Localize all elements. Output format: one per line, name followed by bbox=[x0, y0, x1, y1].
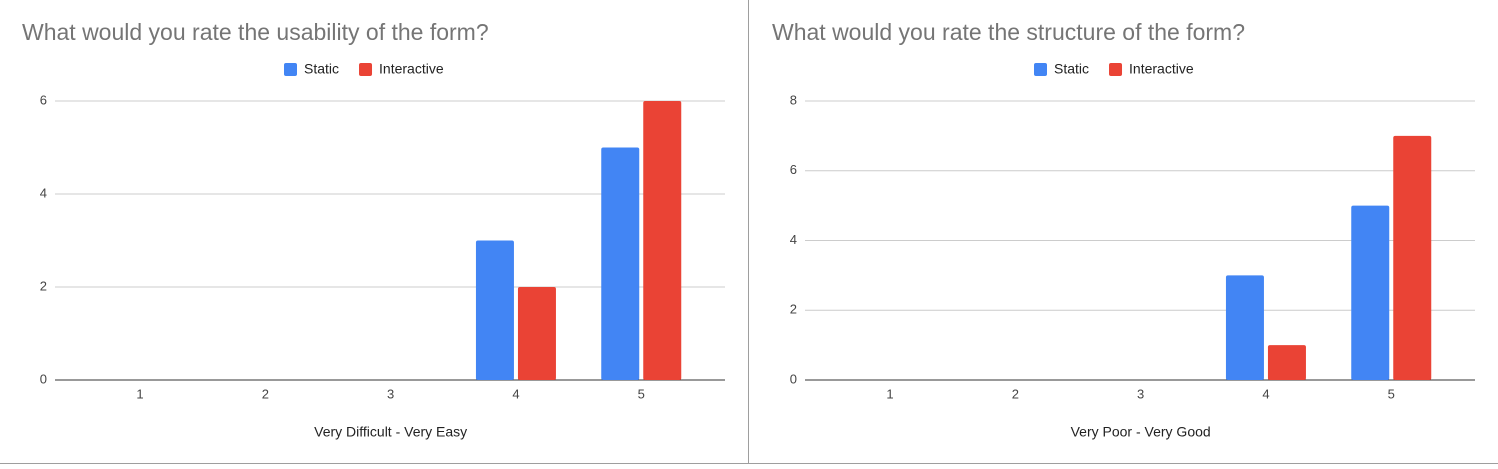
legend-swatch bbox=[284, 63, 297, 76]
x-tick-label: 1 bbox=[886, 386, 893, 401]
legend-label: Interactive bbox=[379, 61, 444, 77]
x-axis-title: Very Difficult - Very Easy bbox=[314, 424, 467, 440]
legend-swatch bbox=[1034, 63, 1047, 76]
x-tick-label: 3 bbox=[1137, 386, 1144, 401]
y-tick-label: 6 bbox=[40, 92, 47, 107]
x-tick-label: 2 bbox=[1012, 386, 1019, 401]
chart-title: What would you rate the structure of the… bbox=[772, 19, 1245, 45]
bar bbox=[475, 240, 514, 380]
bar bbox=[1351, 205, 1390, 380]
x-tick-label: 1 bbox=[136, 386, 143, 401]
x-tick-label: 4 bbox=[1262, 386, 1269, 401]
x-tick-label: 5 bbox=[1388, 386, 1395, 401]
chart: What would you rate the structure of the… bbox=[772, 19, 1475, 440]
y-tick-label: 4 bbox=[790, 232, 797, 247]
y-tick-label: 8 bbox=[790, 92, 797, 107]
y-tick-label: 2 bbox=[790, 302, 797, 317]
legend-label: Static bbox=[1054, 61, 1089, 77]
y-tick-label: 0 bbox=[40, 371, 47, 386]
legend-label: Interactive bbox=[1129, 61, 1194, 77]
x-tick-label: 3 bbox=[387, 386, 394, 401]
bar bbox=[643, 101, 682, 380]
y-tick-label: 2 bbox=[40, 278, 47, 293]
bar bbox=[517, 287, 556, 380]
y-tick-label: 0 bbox=[790, 371, 797, 386]
chart: What would you rate the usability of the… bbox=[22, 19, 725, 440]
bar bbox=[1267, 345, 1306, 380]
bar bbox=[601, 147, 640, 380]
legend-swatch bbox=[1109, 63, 1123, 76]
chart-title: What would you rate the usability of the… bbox=[22, 19, 489, 45]
legend-swatch bbox=[359, 63, 373, 76]
x-tick-label: 5 bbox=[638, 386, 645, 401]
y-tick-label: 4 bbox=[40, 185, 47, 200]
x-tick-label: 2 bbox=[262, 386, 269, 401]
x-axis-title: Very Poor - Very Good bbox=[1071, 424, 1211, 440]
y-tick-label: 6 bbox=[790, 162, 797, 177]
x-tick-label: 4 bbox=[512, 386, 519, 401]
bar bbox=[1393, 135, 1432, 380]
legend-label: Static bbox=[304, 61, 339, 77]
bar bbox=[1225, 275, 1264, 380]
